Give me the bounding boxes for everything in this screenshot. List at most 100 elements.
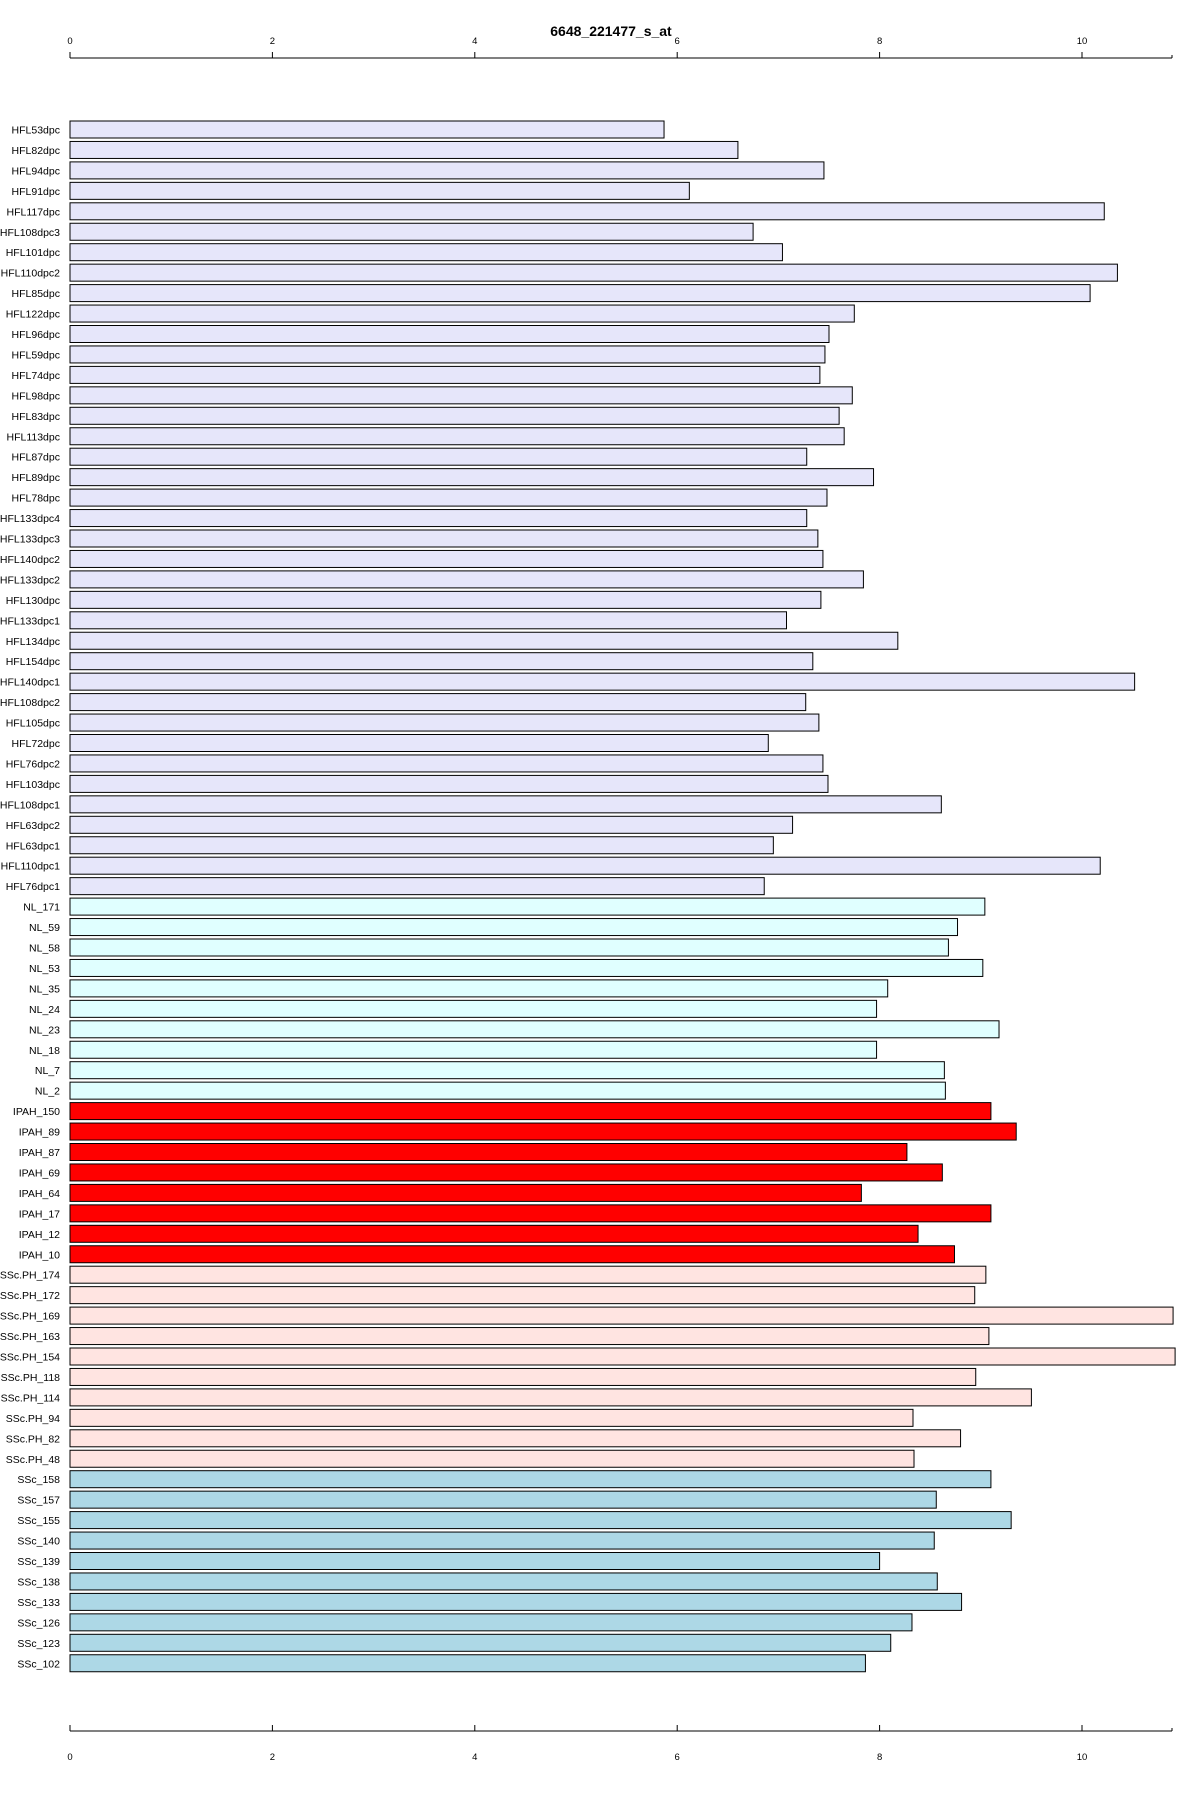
bar-IPAH_64 bbox=[69, 1183, 862, 1202]
bar-NL_18 bbox=[69, 1040, 878, 1059]
bar-HFL63dpc2 bbox=[69, 815, 794, 834]
bar-HFL101dpc bbox=[69, 243, 783, 262]
bar-NL_35 bbox=[69, 979, 889, 998]
bar-HFL108dpc2 bbox=[69, 693, 807, 712]
bar-HFL78dpc bbox=[69, 488, 828, 507]
bar-HFL96dpc bbox=[69, 325, 830, 343]
bar-HFL85dpc bbox=[69, 284, 1091, 303]
category-label: HFL108dpc2 bbox=[0, 697, 60, 709]
bar-SSc_126 bbox=[69, 1613, 913, 1632]
bar-SSc.PH_174 bbox=[69, 1265, 987, 1284]
top-axis-tick-label: 10 bbox=[1077, 36, 1088, 47]
bar-IPAH_87 bbox=[69, 1143, 908, 1161]
category-label: NL_7 bbox=[35, 1065, 60, 1077]
bar-HFL122dpc bbox=[69, 304, 855, 323]
category-label: SSc.PH_174 bbox=[0, 1270, 60, 1282]
category-label: IPAH_89 bbox=[19, 1127, 60, 1139]
category-label: HFL108dpc1 bbox=[0, 799, 60, 811]
category-label: SSc.PH_169 bbox=[0, 1311, 60, 1323]
bar-IPAH_17 bbox=[69, 1204, 992, 1223]
bar-IPAH_89 bbox=[69, 1122, 1017, 1141]
bar-HFL133dpc1 bbox=[69, 611, 787, 630]
bar-HFL133dpc2 bbox=[69, 570, 864, 589]
bar-SSc.PH_163 bbox=[69, 1327, 990, 1346]
bar-HFL59dpc bbox=[69, 345, 826, 364]
top-axis-tick-label: 6 bbox=[675, 36, 680, 47]
bar-SSc_155 bbox=[69, 1511, 1012, 1530]
category-label: SSc.PH_48 bbox=[6, 1454, 60, 1466]
bar-HFL63dpc1 bbox=[69, 836, 774, 855]
top-axis-tick-label: 2 bbox=[270, 36, 275, 47]
bar-HFL89dpc bbox=[69, 468, 875, 487]
bottom-axis-tick-label: 6 bbox=[675, 1752, 680, 1763]
category-label: HFL98dpc bbox=[12, 390, 60, 402]
bar-HFL98dpc bbox=[69, 386, 853, 405]
category-label: IPAH_69 bbox=[19, 1167, 60, 1179]
bar-NL_58 bbox=[69, 938, 949, 957]
category-label: NL_59 bbox=[29, 922, 60, 934]
category-label: HFL85dpc bbox=[12, 288, 60, 300]
top-axis: 0 2 4 6 8 10 bbox=[67, 36, 1173, 59]
bar-SSc.PH_118 bbox=[69, 1367, 977, 1386]
category-label: HFL91dpc bbox=[12, 186, 60, 198]
category-label: IPAH_17 bbox=[19, 1208, 60, 1220]
category-label: SSc_133 bbox=[17, 1597, 60, 1609]
bar-HFL133dpc3 bbox=[69, 529, 819, 548]
category-label: HFL53dpc bbox=[12, 125, 60, 137]
bar-HFL130dpc bbox=[69, 590, 822, 609]
bar-HFL91dpc bbox=[69, 181, 690, 200]
bottom-axis-tick-label: 4 bbox=[472, 1752, 477, 1763]
bar-SSc.PH_94 bbox=[69, 1408, 914, 1427]
bar-HFL108dpc1 bbox=[69, 795, 942, 814]
bar-SSc_102 bbox=[69, 1654, 866, 1673]
category-label: NL_2 bbox=[35, 1086, 60, 1098]
bar-NL_24 bbox=[69, 999, 878, 1018]
category-label: SSc_123 bbox=[17, 1638, 60, 1650]
category-label: HFL96dpc bbox=[12, 329, 60, 341]
category-label: HFL133dpc2 bbox=[0, 574, 60, 586]
category-label: SSc.PH_94 bbox=[6, 1413, 60, 1425]
bar-HFL154dpc bbox=[69, 652, 814, 671]
category-label: HFL105dpc bbox=[6, 718, 60, 730]
bar-HFL53dpc bbox=[69, 120, 665, 139]
category-label: IPAH_87 bbox=[19, 1147, 60, 1159]
bar-SSc_133 bbox=[69, 1592, 963, 1611]
bar-SSc.PH_114 bbox=[69, 1388, 1032, 1407]
category-label: HFL130dpc bbox=[6, 595, 60, 607]
category-label: HFL87dpc bbox=[12, 452, 60, 464]
category-label: HFL117dpc bbox=[6, 206, 60, 218]
bar-HFL117dpc bbox=[69, 202, 1105, 221]
bar-SSc.PH_154 bbox=[69, 1347, 1176, 1366]
bar-SSc_139 bbox=[69, 1552, 881, 1570]
category-label: NL_58 bbox=[29, 943, 60, 955]
bottom-axis-tick-label: 8 bbox=[877, 1752, 882, 1763]
category-label: IPAH_64 bbox=[19, 1188, 60, 1200]
bar-SSc_138 bbox=[69, 1572, 938, 1591]
bar-HFL76dpc2 bbox=[69, 754, 824, 773]
category-label: SSc_155 bbox=[17, 1515, 60, 1527]
bar-SSc_158 bbox=[69, 1470, 992, 1489]
category-label: HFL89dpc bbox=[12, 472, 60, 484]
category-label: SSc_126 bbox=[17, 1617, 60, 1629]
category-label: HFL113dpc bbox=[6, 431, 60, 443]
category-label: HFL101dpc bbox=[6, 247, 60, 259]
category-label: IPAH_10 bbox=[19, 1249, 60, 1261]
bar-NL_59 bbox=[69, 918, 959, 937]
category-label: SSc.PH_163 bbox=[0, 1331, 60, 1343]
category-label: HFL63dpc1 bbox=[6, 840, 60, 852]
category-label: HFL63dpc2 bbox=[6, 820, 60, 832]
bar-HFL87dpc bbox=[69, 447, 808, 466]
category-label: SSc_157 bbox=[17, 1495, 60, 1507]
category-label: HFL134dpc bbox=[6, 636, 60, 648]
category-label: HFL110dpc2 bbox=[1, 268, 61, 280]
bar-NL_23 bbox=[69, 1020, 1000, 1039]
bar-HFL72dpc bbox=[69, 734, 769, 752]
category-label: SSc.PH_82 bbox=[6, 1433, 60, 1445]
bar-SSc_157 bbox=[69, 1490, 937, 1509]
category-label: HFL83dpc bbox=[12, 411, 60, 423]
bar-NL_171 bbox=[69, 897, 986, 916]
bar-IPAH_69 bbox=[69, 1163, 943, 1182]
category-label: NL_18 bbox=[29, 1045, 60, 1057]
category-label: HFL76dpc1 bbox=[6, 881, 60, 893]
bar-SSc.PH_169 bbox=[69, 1306, 1174, 1325]
